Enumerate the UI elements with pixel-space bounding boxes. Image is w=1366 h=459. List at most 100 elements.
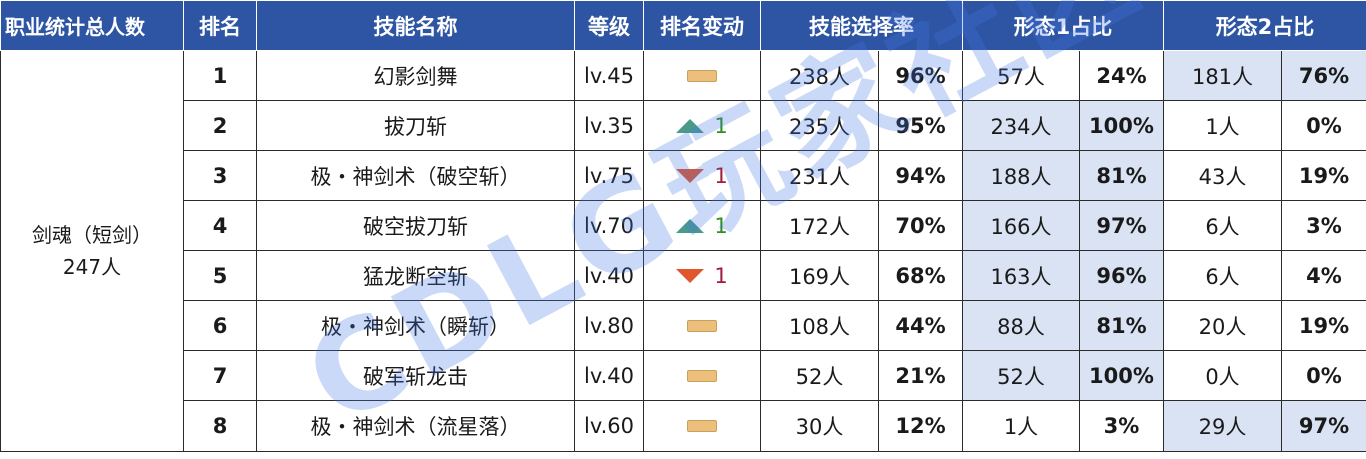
rank-cell: 3 xyxy=(184,151,257,201)
rank-change-cell: 1 xyxy=(644,151,761,201)
table-row: 7 破军斩龙击 lv.40 52人 21% 52人 100% 0人 0% xyxy=(1,351,1366,401)
dash-icon xyxy=(687,370,717,382)
skill-name-cell: 极・神剑术（流星落） xyxy=(257,401,575,452)
form2-count-cell: 0人 xyxy=(1164,351,1282,401)
table-row: 3 极・神剑术（破空斩） lv.75 1 231人 94% 188人 81% 4… xyxy=(1,151,1366,201)
dash-icon xyxy=(687,420,717,432)
form2-pct-cell: 76% xyxy=(1282,51,1366,101)
rank-change-cell xyxy=(644,351,761,401)
selection-pct-cell: 96% xyxy=(879,51,963,101)
rank-cell: 2 xyxy=(184,101,257,151)
skill-name-cell: 极・神剑术（瞬斩） xyxy=(257,301,575,351)
rank-change-value: 1 xyxy=(714,214,727,238)
level-cell: lv.40 xyxy=(575,251,644,301)
selection-pct-cell: 12% xyxy=(879,401,963,452)
rank-change-value: 1 xyxy=(714,164,727,188)
skill-name-cell: 破空拔刀斩 xyxy=(257,201,575,251)
rank-cell: 1 xyxy=(184,51,257,101)
form1-pct-cell: 96% xyxy=(1080,251,1164,301)
skill-name-cell: 幻影剑舞 xyxy=(257,51,575,101)
arrow-down-icon xyxy=(676,269,704,283)
rank-cell: 7 xyxy=(184,351,257,401)
form2-count-cell: 29人 xyxy=(1164,401,1282,452)
level-cell: lv.70 xyxy=(575,201,644,251)
form2-pct-cell: 19% xyxy=(1282,151,1366,201)
rank-change-cell xyxy=(644,301,761,351)
profession-name: 剑魂（短剑） xyxy=(1,219,183,251)
form1-pct-cell: 3% xyxy=(1080,401,1164,452)
skill-name-cell: 拔刀斩 xyxy=(257,101,575,151)
level-cell: lv.45 xyxy=(575,51,644,101)
profession-cell: 剑魂（短剑） 247人 xyxy=(1,51,184,452)
rank-cell: 5 xyxy=(184,251,257,301)
skill-name-cell: 猛龙断空斩 xyxy=(257,251,575,301)
form1-count-cell: 234人 xyxy=(963,101,1080,151)
arrow-up-icon xyxy=(676,219,704,233)
form1-pct-cell: 24% xyxy=(1080,51,1164,101)
form2-pct-cell: 0% xyxy=(1282,101,1366,151)
rank-change-cell xyxy=(644,51,761,101)
selection-pct-cell: 94% xyxy=(879,151,963,201)
selection-count-cell: 235人 xyxy=(761,101,879,151)
form2-pct-cell: 0% xyxy=(1282,351,1366,401)
rank-change-value: 1 xyxy=(714,264,727,288)
selection-count-cell: 231人 xyxy=(761,151,879,201)
level-cell: lv.60 xyxy=(575,401,644,452)
form1-pct-cell: 100% xyxy=(1080,101,1164,151)
skill-name-cell: 极・神剑术（破空斩） xyxy=(257,151,575,201)
table-row: 4 破空拔刀斩 lv.70 1 172人 70% 166人 97% 6人 3% xyxy=(1,201,1366,251)
selection-count-cell: 238人 xyxy=(761,51,879,101)
header-row: 职业统计总人数 排名 技能名称 等级 排名变动 技能选择率 形态1占比 形态2占… xyxy=(1,1,1366,51)
rank-change-cell: 1 xyxy=(644,201,761,251)
selection-pct-cell: 44% xyxy=(879,301,963,351)
form2-count-cell: 181人 xyxy=(1164,51,1282,101)
form2-pct-cell: 3% xyxy=(1282,201,1366,251)
rank-change-value: 1 xyxy=(714,114,727,138)
selection-pct-cell: 70% xyxy=(879,201,963,251)
form1-pct-cell: 97% xyxy=(1080,201,1164,251)
level-cell: lv.75 xyxy=(575,151,644,201)
selection-count-cell: 30人 xyxy=(761,401,879,452)
selection-count-cell: 169人 xyxy=(761,251,879,301)
rank-change-cell: 1 xyxy=(644,251,761,301)
selection-count-cell: 108人 xyxy=(761,301,879,351)
form2-count-cell: 6人 xyxy=(1164,251,1282,301)
form1-count-cell: 52人 xyxy=(963,351,1080,401)
form1-count-cell: 188人 xyxy=(963,151,1080,201)
form2-count-cell: 6人 xyxy=(1164,201,1282,251)
form1-count-cell: 88人 xyxy=(963,301,1080,351)
form2-pct-cell: 4% xyxy=(1282,251,1366,301)
profession-count: 247人 xyxy=(1,251,183,283)
level-cell: lv.35 xyxy=(575,101,644,151)
form1-pct-cell: 100% xyxy=(1080,351,1164,401)
form2-count-cell: 1人 xyxy=(1164,101,1282,151)
arrow-up-icon xyxy=(676,119,704,133)
header-rank-change: 排名变动 xyxy=(644,1,761,51)
form1-count-cell: 57人 xyxy=(963,51,1080,101)
form2-count-cell: 20人 xyxy=(1164,301,1282,351)
form2-count-cell: 43人 xyxy=(1164,151,1282,201)
skill-name-cell: 破军斩龙击 xyxy=(257,351,575,401)
form2-pct-cell: 19% xyxy=(1282,301,1366,351)
header-form2-ratio: 形态2占比 xyxy=(1164,1,1366,51)
selection-pct-cell: 68% xyxy=(879,251,963,301)
selection-count-cell: 52人 xyxy=(761,351,879,401)
form2-pct-cell: 97% xyxy=(1282,401,1366,452)
table-row: 6 极・神剑术（瞬斩） lv.80 108人 44% 88人 81% 20人 1… xyxy=(1,301,1366,351)
rank-cell: 8 xyxy=(184,401,257,452)
rank-change-cell: 1 xyxy=(644,101,761,151)
rank-cell: 6 xyxy=(184,301,257,351)
form1-count-cell: 163人 xyxy=(963,251,1080,301)
header-selection-rate: 技能选择率 xyxy=(761,1,963,51)
form1-count-cell: 1人 xyxy=(963,401,1080,452)
table-row: 5 猛龙断空斩 lv.40 1 169人 68% 163人 96% 6人 4% xyxy=(1,251,1366,301)
dash-icon xyxy=(687,70,717,82)
selection-pct-cell: 21% xyxy=(879,351,963,401)
header-form1-ratio: 形态1占比 xyxy=(963,1,1164,51)
level-cell: lv.80 xyxy=(575,301,644,351)
header-rank: 排名 xyxy=(184,1,257,51)
header-level: 等级 xyxy=(575,1,644,51)
